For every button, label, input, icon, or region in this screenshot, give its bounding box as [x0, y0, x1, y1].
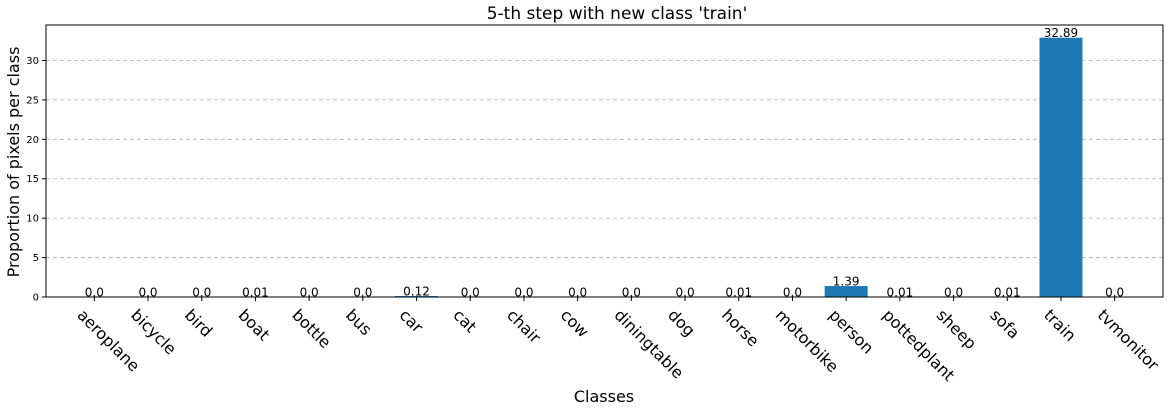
chart-title: 5-th step with new class 'train': [487, 4, 748, 24]
data-label: 0.0: [676, 286, 695, 300]
data-labels: 0.0 0.0 0.0 0.01 0.0 0.0 0.12 0.0 0.0 0.0 0.0 0.0 0.…: [85, 26, 1124, 299]
x-tick-label: sheep: [933, 305, 981, 353]
x-tick-label: boat: [235, 305, 274, 344]
y-axis-label: Proportion of pixels per class: [4, 47, 23, 278]
data-label: 0.0: [85, 286, 104, 300]
bar: [1039, 37, 1083, 298]
data-label: 1.39: [833, 275, 860, 289]
data-label: 0.0: [783, 286, 802, 300]
data-label: 0.0: [622, 286, 641, 300]
data-label: 0.12: [403, 285, 430, 299]
grid-lines: [46, 60, 1163, 258]
x-tick-label: bus: [342, 305, 376, 339]
data-label: 32.89: [1044, 26, 1078, 40]
bars: [233, 37, 1083, 298]
data-label: 0.0: [514, 286, 533, 300]
y-tick-label: 20: [26, 135, 39, 146]
x-tick-label: dog: [664, 305, 699, 340]
y-tick-label: 10: [26, 214, 39, 225]
x-tick-label: horse: [718, 305, 763, 350]
x-tick-label: train: [1040, 305, 1080, 345]
x-tick-label: tvmonitor: [1094, 305, 1163, 374]
data-label: 0.01: [994, 285, 1021, 299]
x-tick-label: chair: [503, 305, 545, 347]
data-label: 0.0: [353, 286, 372, 300]
data-label: 0.0: [1105, 286, 1124, 300]
y-tick-label: 30: [26, 56, 39, 67]
y-axis-ticks: 0 5 10 15 20 25 30: [26, 56, 46, 304]
y-tick-label: 15: [26, 174, 39, 185]
x-tick-label: bird: [181, 305, 216, 340]
data-label: 0.0: [300, 286, 319, 300]
data-label: 0.0: [192, 286, 211, 300]
x-tick-label: bicycle: [127, 305, 180, 358]
data-label: 0.0: [461, 286, 480, 300]
data-label: 0.01: [887, 285, 914, 299]
x-axis-label: Classes: [574, 387, 634, 406]
data-label: 0.0: [568, 286, 587, 300]
x-tick-label: sofa: [986, 305, 1023, 342]
data-label: 0.0: [138, 286, 157, 300]
y-tick-label: 0: [33, 293, 39, 304]
data-label: 0.0: [944, 286, 963, 300]
x-tick-label: cow: [557, 305, 593, 341]
data-label: 0.01: [725, 285, 752, 299]
y-tick-label: 5: [33, 253, 39, 264]
bar: [824, 286, 868, 297]
x-tick-label: car: [396, 305, 428, 337]
plot-frame: [45, 24, 1164, 298]
x-tick-label: bottle: [288, 305, 335, 352]
x-tick-label: cat: [449, 305, 480, 336]
y-tick-label: 25: [26, 95, 39, 106]
data-label: 0.01: [242, 285, 269, 299]
x-tick-label: person: [825, 305, 877, 357]
